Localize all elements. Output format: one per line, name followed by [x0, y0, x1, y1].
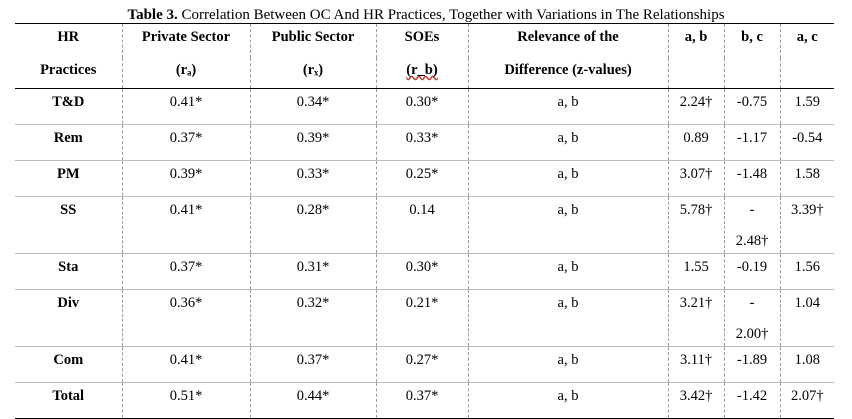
soe-cell: 0.30*: [405, 94, 439, 110]
relevance-cell: a, b: [557, 130, 579, 146]
z-bc-cell: -1.48: [736, 166, 768, 182]
header-bc: b, c: [723, 23, 780, 58]
z-ab-cell: 3.07†: [679, 166, 713, 182]
table-row: Div 0.36* 0.32* 0.21* a, b 3.21† - 2.00† 1.04: [15, 289, 834, 347]
practice-cell: Div: [57, 295, 80, 311]
practice-cell: T&D: [52, 94, 85, 110]
private-sector-cell: 0.41*: [169, 94, 203, 110]
z-bc-cell: -: [749, 295, 755, 311]
private-sector-cell: 0.36*: [169, 295, 203, 311]
table-label: Table 3.: [127, 7, 178, 23]
correlation-table: HR Private Sector Public Sector SOEs Rel…: [15, 23, 834, 419]
z-ac-cell: 1.04: [794, 295, 820, 311]
z-bc-cell: -1.17: [736, 130, 768, 146]
header-rx: (rₓ): [249, 58, 376, 89]
table-row: Sta 0.37* 0.31* 0.30* a, b 1.55 -0.19 1.56: [15, 253, 834, 290]
z-ab-cell: 3.11†: [679, 352, 713, 368]
z-bc-cell: -1.89: [736, 352, 768, 368]
public-sector-cell: 0.39*: [296, 130, 330, 146]
relevance-cell: a, b: [557, 166, 579, 182]
private-sector-cell: 0.41*: [169, 352, 203, 368]
relevance-cell: a, b: [557, 295, 579, 311]
relevance-cell: a, b: [557, 259, 579, 275]
relevance-cell: a, b: [557, 388, 579, 404]
header-relevance: Relevance of the: [467, 23, 668, 58]
z-bc-cell: -1.42: [736, 388, 768, 404]
relevance-cell: a, b: [557, 202, 579, 218]
z-bc-cell: -: [749, 202, 755, 218]
private-sector-cell: 0.39*: [169, 166, 203, 182]
private-sector-cell: 0.41*: [169, 202, 203, 218]
z-ac-cell: 1.58: [794, 166, 820, 182]
header-ac: a, c: [779, 23, 834, 58]
z-bc-cell: -0.19: [736, 259, 768, 275]
soe-cell: 0.25*: [405, 166, 439, 182]
header-difference: Difference (z-values): [467, 58, 668, 89]
header-public-sector: Public Sector: [249, 23, 376, 58]
z-bc-continuation: 2.48†: [735, 233, 769, 249]
table-body: T&D 0.41* 0.34* 0.30* a, b 2.24† -0.75 1.59 Rem 0…: [15, 88, 834, 419]
z-ab-cell: 3.21†: [679, 295, 713, 311]
public-sector-cell: 0.44*: [296, 388, 330, 404]
z-ac-cell: -0.54: [792, 130, 823, 146]
z-ab-cell: 5.78†: [679, 202, 713, 218]
table-row: SS 0.41* 0.28* 0.14 a, b 5.78† - 2.48† 3.39†: [15, 196, 834, 254]
header-row-2: Practices (rₐ) (rₓ) (r_b) Difference (z-…: [15, 58, 834, 89]
table-row: Com 0.41* 0.37* 0.27* a, b 3.11† -1.89 1.08: [15, 346, 834, 383]
z-ac-cell: 2.07†: [790, 388, 824, 404]
table-row: PM 0.39* 0.33* 0.25* a, b 3.07† -1.48 1.58: [15, 160, 834, 197]
practice-cell: Total: [52, 388, 85, 404]
header-soes: SOEs: [375, 23, 468, 58]
header-ra: (rₐ): [121, 58, 250, 89]
public-sector-cell: 0.37*: [296, 352, 330, 368]
practice-cell: Rem: [53, 130, 83, 146]
soe-cell: 0.37*: [405, 388, 439, 404]
z-ac-cell: 3.39†: [790, 202, 824, 218]
table-row: Rem 0.37* 0.39* 0.33* a, b 0.89 -1.17 -0.54: [15, 124, 834, 161]
table-title: Correlation Between OC And HR Practices,…: [177, 7, 725, 23]
table-row: Total 0.51* 0.44* 0.37* a, b 3.42† -1.42 2.07†: [15, 382, 834, 419]
header-rb: (r_b): [406, 62, 438, 78]
header-ab: a, b: [667, 23, 724, 58]
header-practices: Practices: [15, 58, 122, 89]
soe-cell: 0.33*: [405, 130, 439, 146]
table-row: T&D 0.41* 0.34* 0.30* a, b 2.24† -0.75 1.59: [15, 88, 834, 125]
z-ac-cell: 1.56: [794, 259, 820, 275]
header-row-1: HR Private Sector Public Sector SOEs Rel…: [15, 23, 834, 58]
z-ab-cell: 3.42†: [679, 388, 713, 404]
private-sector-cell: 0.37*: [169, 130, 203, 146]
soe-cell: 0.21*: [405, 295, 439, 311]
table-caption: Table 3. Correlation Between OC And HR P…: [0, 7, 852, 24]
private-sector-cell: 0.51*: [169, 388, 203, 404]
relevance-cell: a, b: [557, 352, 579, 368]
public-sector-cell: 0.31*: [296, 259, 330, 275]
z-bc-continuation: 2.00†: [735, 326, 769, 342]
relevance-cell: a, b: [557, 94, 579, 110]
z-ab-cell: 2.24†: [679, 94, 713, 110]
public-sector-cell: 0.33*: [296, 166, 330, 182]
z-bc-cell: -0.75: [736, 94, 768, 110]
public-sector-cell: 0.34*: [296, 94, 330, 110]
soe-cell: 0.14: [409, 202, 435, 218]
practice-cell: SS: [60, 202, 77, 218]
public-sector-cell: 0.28*: [296, 202, 330, 218]
practice-cell: PM: [56, 166, 80, 182]
z-ac-cell: 1.08: [794, 352, 820, 368]
practice-cell: Sta: [58, 259, 79, 275]
z-ab-cell: 1.55: [683, 259, 709, 275]
header-private-sector: Private Sector: [121, 23, 250, 58]
soe-cell: 0.30*: [405, 259, 439, 275]
soe-cell: 0.27*: [405, 352, 439, 368]
practice-cell: Com: [53, 352, 84, 368]
z-ac-cell: 1.59: [794, 94, 820, 110]
public-sector-cell: 0.32*: [296, 295, 330, 311]
private-sector-cell: 0.37*: [169, 259, 203, 275]
z-ab-cell: 0.89: [683, 130, 709, 146]
header-hr: HR: [15, 23, 122, 58]
